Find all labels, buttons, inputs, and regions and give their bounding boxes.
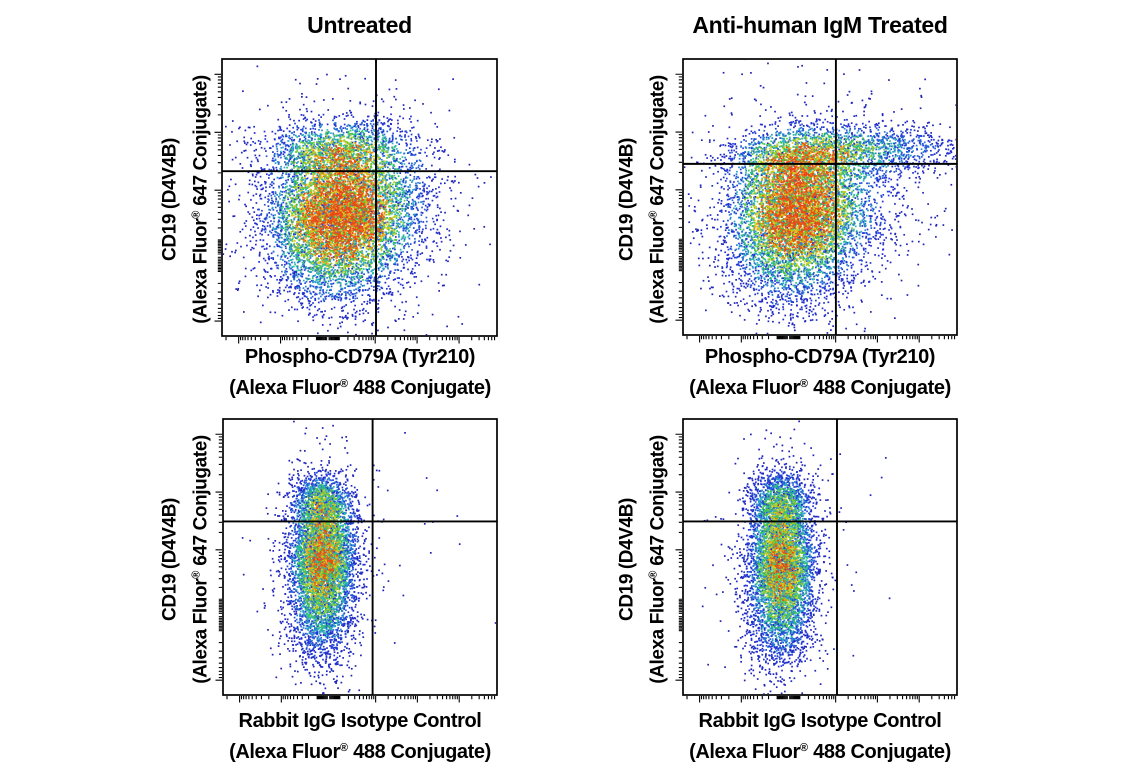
column-title-anti-igm: Anti-human IgM Treated [692, 12, 948, 38]
x-axis-label-line2: (Alexa Fluor® 488 Conjugate) [689, 741, 951, 763]
registered-trademark-mark: ® [190, 570, 203, 579]
flow-density-plot-igm-isotype [665, 416, 961, 711]
y-axis-label-line1: CD19 (D4V4B) [159, 498, 181, 621]
flow-density-plot-igm-phospho [665, 56, 961, 351]
x-axis-label-phospho-cd79a: Phospho-CD79A (Tyr210) (Alexa Fluor® 488… [190, 344, 530, 402]
x-axis-label-isotype-control: Rabbit IgG Isotype Control (Alexa Fluor®… [650, 708, 990, 766]
x-axis-label-line2: (Alexa Fluor® 488 Conjugate) [229, 377, 491, 399]
registered-trademark-mark: ® [799, 378, 808, 390]
registered-trademark-mark: ® [339, 378, 348, 390]
x-axis-label-line1: Rabbit IgG Isotype Control [698, 710, 942, 732]
y-axis-label-line1: CD19 (D4V4B) [159, 138, 181, 261]
column-title-untreated: Untreated [307, 12, 412, 38]
registered-trademark-mark: ® [647, 210, 660, 219]
registered-trademark-mark: ® [339, 742, 348, 754]
y-axis-label-cd19: CD19 (D4V4B) (Alexa Fluor® 647 Conjugate… [158, 40, 215, 360]
y-axis-label-line2: (Alexa Fluor® 647 Conjugate) [647, 435, 669, 684]
y-axis-label-line2: (Alexa Fluor® 647 Conjugate) [647, 75, 669, 324]
y-axis-label-cd19: CD19 (D4V4B) (Alexa Fluor® 647 Conjugate… [158, 400, 215, 720]
x-axis-label-isotype-control: Rabbit IgG Isotype Control (Alexa Fluor®… [190, 708, 530, 766]
y-axis-label-line1: CD19 (D4V4B) [616, 138, 638, 261]
y-axis-label-cd19: CD19 (D4V4B) (Alexa Fluor® 647 Conjugate… [615, 40, 672, 360]
x-axis-label-line2: (Alexa Fluor® 488 Conjugate) [229, 741, 491, 763]
y-axis-label-line2: (Alexa Fluor® 647 Conjugate) [190, 75, 212, 324]
registered-trademark-mark: ® [799, 742, 808, 754]
y-axis-label-cd19: CD19 (D4V4B) (Alexa Fluor® 647 Conjugate… [615, 400, 672, 720]
x-axis-label-line1: Phospho-CD79A (Tyr210) [704, 346, 936, 368]
x-axis-label-phospho-cd79a: Phospho-CD79A (Tyr210) (Alexa Fluor® 488… [650, 344, 990, 402]
registered-trademark-mark: ® [190, 210, 203, 219]
flow-density-plot-untreated-phospho [204, 56, 501, 352]
flow-density-plot-untreated-isotype [205, 416, 501, 711]
x-axis-label-line1: Phospho-CD79A (Tyr210) [244, 346, 476, 368]
y-axis-label-line2: (Alexa Fluor® 647 Conjugate) [190, 435, 212, 684]
x-axis-label-line1: Rabbit IgG Isotype Control [238, 710, 482, 732]
x-axis-label-line2: (Alexa Fluor® 488 Conjugate) [689, 377, 951, 399]
registered-trademark-mark: ® [647, 570, 660, 579]
y-axis-label-line1: CD19 (D4V4B) [616, 498, 638, 621]
